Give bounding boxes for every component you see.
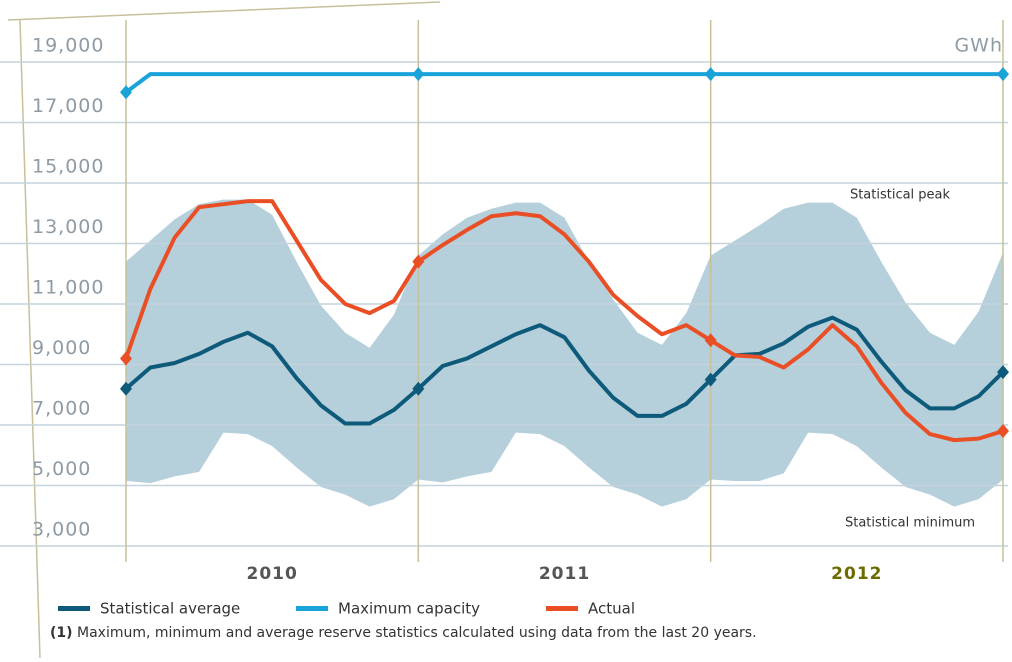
period-label: 2011 (539, 564, 590, 584)
annotation: Statistical minimum (845, 516, 975, 531)
period-label: 2012 (831, 564, 882, 584)
series-marker (120, 351, 132, 366)
y-tick-label: 7,000 (32, 398, 91, 420)
series-marker (120, 381, 132, 396)
frame-line (7, 1, 441, 21)
series-marker (412, 67, 425, 82)
series-marker (120, 85, 132, 100)
footnote-text: Maximum, minimum and average reserve sta… (77, 625, 757, 641)
footnote: (1) Maximum, minimum and average reserve… (50, 625, 757, 641)
series-marker (997, 424, 1009, 439)
series-marker (412, 381, 425, 396)
legend-label: Actual (588, 600, 635, 618)
plot (0, 20, 1009, 562)
y-tick-label: 5,000 (32, 458, 91, 480)
legend-swatch (296, 606, 328, 611)
series-marker (704, 372, 717, 387)
y-tick-label: 17,000 (32, 95, 104, 117)
legend-label: Statistical average (100, 600, 240, 618)
series-marker (704, 333, 717, 348)
series-marker (704, 67, 717, 82)
unit-label: GWh (954, 35, 1003, 57)
series-line (124, 72, 1003, 94)
series-marker (412, 254, 425, 269)
footnote-marker: (1) (50, 625, 73, 641)
y-tick-label: 15,000 (32, 156, 104, 178)
y-tick-label: 3,000 (32, 519, 91, 541)
y-tick-label: 11,000 (32, 277, 104, 299)
y-tick-label: 9,000 (32, 337, 91, 359)
series-marker (997, 67, 1009, 82)
legend-label: Maximum capacity (338, 600, 480, 618)
series-line (124, 315, 1005, 426)
annotation: Statistical peak (850, 188, 951, 203)
frame-line (19, 19, 41, 659)
legend-swatch (546, 606, 578, 611)
y-tick-label: 19,000 (32, 35, 104, 57)
legend-swatch (58, 606, 90, 611)
y-tick-label: 13,000 (32, 216, 104, 238)
period-label: 2010 (247, 564, 298, 584)
series-marker (997, 365, 1009, 380)
series-line (124, 199, 1004, 443)
band-area (126, 199, 1003, 507)
